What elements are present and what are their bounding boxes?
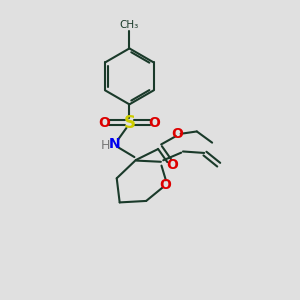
Text: O: O xyxy=(172,127,184,140)
Text: O: O xyxy=(98,116,110,130)
Text: O: O xyxy=(166,158,178,172)
Text: S: S xyxy=(123,114,135,132)
Text: H: H xyxy=(101,139,110,152)
Text: CH₃: CH₃ xyxy=(120,20,139,30)
Text: N: N xyxy=(109,137,121,151)
Text: O: O xyxy=(159,178,171,192)
Text: O: O xyxy=(148,116,160,130)
